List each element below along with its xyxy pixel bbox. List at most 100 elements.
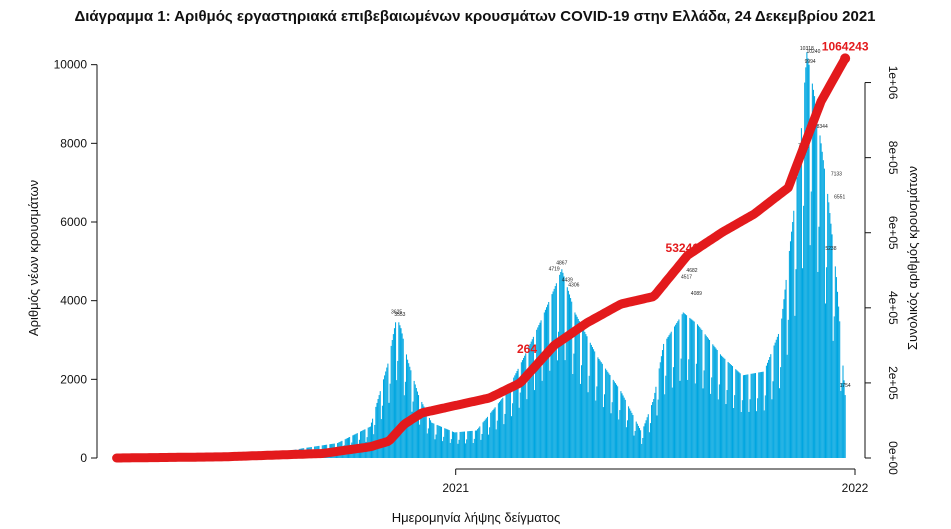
bar [571, 301, 573, 458]
bar [823, 168, 825, 458]
bar [737, 371, 739, 458]
bar [688, 359, 690, 458]
bar [562, 272, 564, 458]
bar [500, 400, 502, 458]
bar [539, 322, 541, 458]
bar [560, 272, 562, 458]
bar-label: 1754 [840, 383, 851, 389]
bar [681, 314, 683, 458]
bar [551, 294, 553, 458]
bar [623, 397, 625, 458]
bar [657, 399, 659, 458]
bar [646, 417, 648, 458]
bar [641, 443, 643, 458]
bar [754, 373, 756, 458]
bar [762, 371, 764, 458]
bar [411, 411, 413, 458]
bar-label: 4439 [562, 277, 573, 283]
bar [461, 431, 463, 458]
bar [399, 325, 401, 458]
bar [712, 344, 714, 458]
bar-label: 4517 [681, 274, 692, 280]
bar [787, 319, 789, 458]
bar [727, 361, 729, 458]
bar [817, 271, 819, 458]
bar-label: 4867 [556, 261, 567, 267]
bar [775, 339, 777, 458]
bar [613, 381, 615, 458]
bar-label: 6551 [834, 194, 845, 200]
bar [726, 390, 728, 458]
bar [715, 348, 717, 458]
bar [734, 395, 736, 458]
bar [661, 350, 664, 458]
bar [619, 410, 621, 458]
bar [498, 401, 501, 458]
bar [808, 64, 810, 459]
bar [830, 223, 832, 458]
bar [568, 294, 571, 458]
bar [396, 380, 398, 458]
bar [819, 135, 821, 458]
bar [833, 316, 835, 458]
bar [768, 359, 770, 458]
y2-tick-label: 2e+05 [886, 366, 900, 400]
bar [806, 52, 808, 459]
bar [626, 420, 628, 458]
bar-label: 10240 [806, 49, 820, 55]
bar [765, 365, 767, 458]
bar [503, 424, 505, 458]
bar [758, 372, 760, 458]
bar [526, 399, 528, 458]
bar [617, 386, 619, 458]
bar [480, 439, 482, 458]
bar [593, 349, 595, 458]
bar [679, 380, 681, 458]
bar [838, 306, 840, 458]
x-axis-label: Ημερομηνία λήψης δείγματος [392, 510, 561, 525]
bar-label: 3553 [394, 312, 405, 318]
bar [520, 362, 522, 458]
bar [548, 301, 550, 458]
y2-tick-label: 1e+06 [886, 66, 900, 100]
bar [741, 400, 743, 458]
bar [537, 327, 539, 458]
bar [564, 360, 566, 458]
bar [397, 360, 399, 458]
bar [797, 165, 799, 459]
bar [652, 402, 654, 458]
bar [386, 367, 388, 458]
bar [691, 319, 693, 458]
bar [422, 404, 424, 458]
bar [440, 426, 443, 458]
bar [794, 315, 796, 458]
bar [445, 428, 447, 458]
bar [674, 326, 676, 458]
bar [439, 426, 441, 458]
bar [501, 399, 503, 458]
bar [428, 418, 430, 458]
bar [437, 425, 439, 458]
bar [443, 436, 445, 458]
bar [458, 439, 460, 458]
bar [378, 395, 380, 458]
bar [509, 384, 511, 458]
bar [558, 331, 560, 458]
bar-label: 10318 [800, 46, 814, 52]
bar [812, 89, 814, 459]
bar [436, 424, 438, 458]
bar [380, 419, 382, 458]
bar [535, 369, 537, 458]
bar [510, 416, 513, 458]
bar [804, 82, 806, 458]
bar [682, 312, 684, 458]
y-axis-label: Αριθμός νέων κρουσμάτων [26, 180, 41, 336]
bar [683, 313, 685, 458]
y-tick-label: 6000 [60, 215, 87, 229]
bar [816, 111, 818, 458]
bar [527, 381, 529, 458]
bar [448, 430, 450, 458]
bar [632, 415, 634, 458]
bar [745, 374, 747, 458]
bar [516, 371, 518, 458]
